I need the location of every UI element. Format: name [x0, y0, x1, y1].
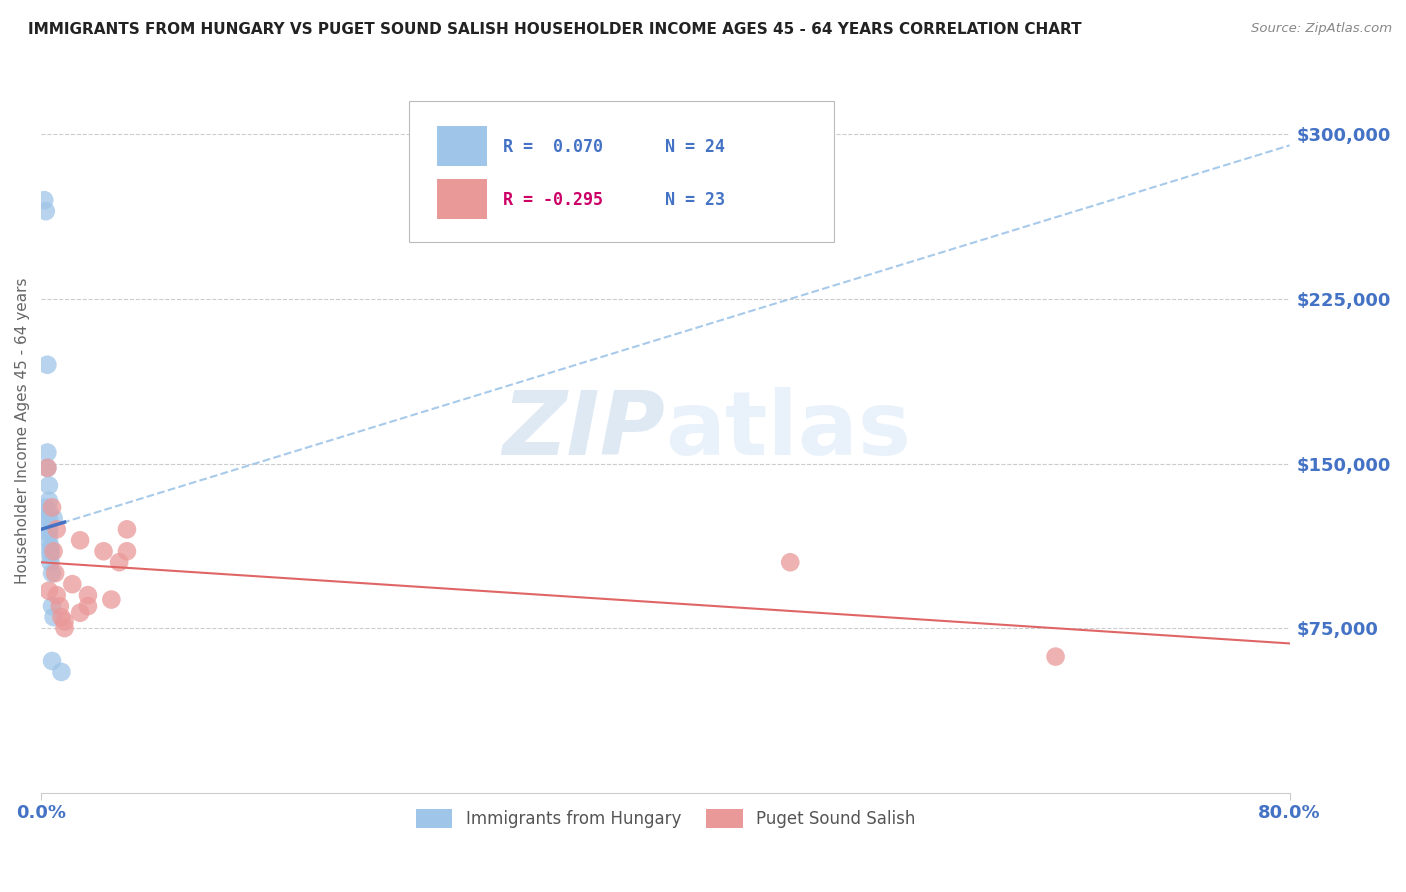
Point [37, 461, 59, 475]
Point [45, 588, 67, 602]
Point [42, 544, 65, 558]
Point [37, 358, 59, 372]
Point [77, 599, 100, 614]
Point [42, 610, 65, 624]
Point [69, 533, 91, 548]
Text: N = 24: N = 24 [665, 137, 725, 156]
Y-axis label: Householder Income Ages 45 - 64 years: Householder Income Ages 45 - 64 years [15, 277, 30, 584]
Point [37, 445, 59, 459]
Point [38, 583, 60, 598]
Point [53, 615, 76, 629]
Point [108, 555, 131, 569]
Text: ZIP: ZIP [503, 387, 665, 474]
Point [39, 549, 62, 563]
Point [51, 610, 73, 624]
Point [37, 511, 59, 525]
Legend: Immigrants from Hungary, Puget Sound Salish: Immigrants from Hungary, Puget Sound Sal… [409, 803, 922, 835]
FancyBboxPatch shape [437, 127, 486, 166]
Point [39, 544, 62, 558]
Point [69, 606, 91, 620]
Point [51, 665, 73, 679]
Text: IMMIGRANTS FROM HUNGARY VS PUGET SOUND SALISH HOUSEHOLDER INCOME AGES 45 - 64 YE: IMMIGRANTS FROM HUNGARY VS PUGET SOUND S… [28, 22, 1081, 37]
Point [41, 566, 63, 581]
Point [42, 511, 65, 525]
Point [60, 577, 83, 591]
Point [35, 500, 58, 515]
Point [38, 511, 60, 525]
Point [38, 478, 60, 492]
Point [45, 522, 67, 536]
Text: atlas: atlas [665, 387, 911, 474]
Point [100, 592, 122, 607]
FancyBboxPatch shape [437, 179, 486, 219]
Point [32, 193, 55, 207]
Point [35, 204, 58, 219]
Text: R = -0.295: R = -0.295 [503, 191, 603, 209]
Point [38, 505, 60, 519]
Text: R =  0.070: R = 0.070 [503, 137, 603, 156]
Point [41, 599, 63, 614]
Text: N = 23: N = 23 [665, 191, 725, 209]
Point [38, 493, 60, 508]
Point [38, 522, 60, 536]
Point [39, 555, 62, 569]
Point [779, 555, 801, 569]
Point [38, 526, 60, 541]
Point [37, 461, 59, 475]
Point [115, 544, 138, 558]
Point [1045, 649, 1067, 664]
Point [44, 566, 66, 581]
Point [39, 540, 62, 554]
Point [49, 599, 72, 614]
Point [93, 544, 115, 558]
Text: Source: ZipAtlas.com: Source: ZipAtlas.com [1251, 22, 1392, 36]
FancyBboxPatch shape [409, 101, 834, 243]
Point [41, 654, 63, 668]
Point [115, 522, 138, 536]
Point [41, 500, 63, 515]
Point [53, 621, 76, 635]
Point [77, 588, 100, 602]
Point [38, 533, 60, 548]
